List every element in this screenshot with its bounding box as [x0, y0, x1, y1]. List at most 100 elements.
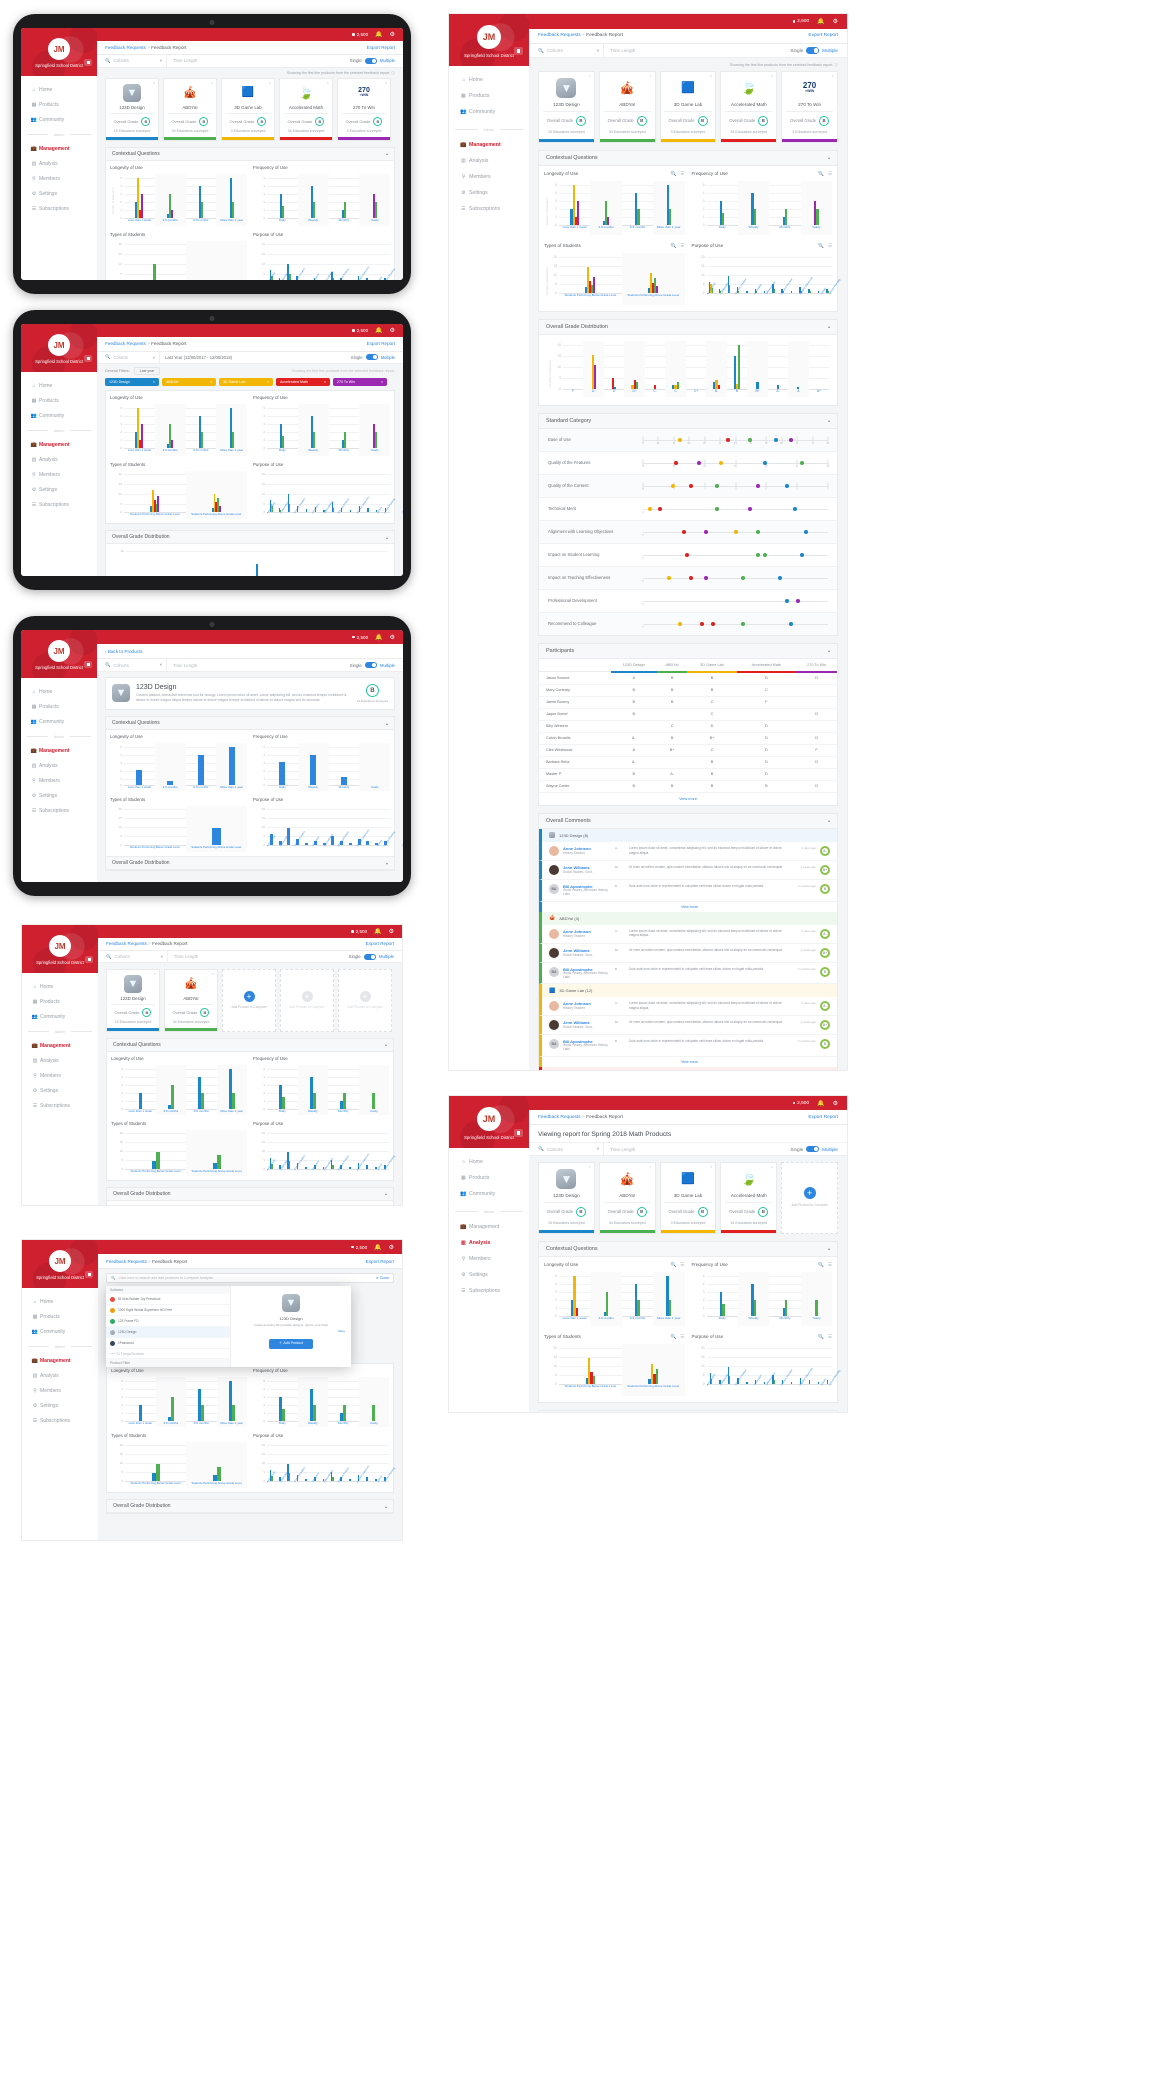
compare-search-bar[interactable]: 🔍 Click here to search and add products … [106, 1273, 394, 1283]
chevron-up-icon[interactable]: ▴ [385, 720, 388, 726]
gear-icon[interactable]: ⚙ [389, 32, 395, 39]
sidebar-item-community[interactable]: 👥 Community [449, 1186, 529, 1202]
sidebar-item-home[interactable]: ⌂ Home [449, 1154, 529, 1170]
table-row[interactable]: Barbara Rella A- B D D [539, 756, 837, 769]
product-card[interactable]: × ▼ 123D Design Overall Grade B 15 Educa… [106, 968, 160, 1032]
chevron-down-icon[interactable]: ▾ [385, 860, 388, 866]
commenter-name[interactable]: Anne Johnson [563, 845, 591, 851]
product-card[interactable]: × 🍃 Accelerated Math Overall Grade B 34 … [720, 70, 778, 143]
sidebar-item-subscriptions[interactable]: ☰ Subscriptions [449, 201, 529, 217]
panel-header[interactable]: Overall Grade Distribution ▴ [107, 1500, 393, 1513]
export-report-button[interactable]: Export Report [808, 1114, 838, 1120]
info-icon[interactable]: ⓘ [391, 70, 395, 75]
sidebar-item-home[interactable]: ⌂ Home [21, 378, 97, 393]
product-card[interactable]: × ▼ 123D Design Overall Grade B 15 Educa… [538, 1161, 595, 1234]
toggle-switch[interactable] [364, 57, 377, 64]
panel-header[interactable]: Contextual Questions ▴ [539, 150, 837, 166]
sidebar-item-analysis[interactable]: ▥ Analysis [21, 452, 97, 467]
chart-tools[interactable]: 🔍 ☰ [818, 1262, 832, 1268]
table-row[interactable]: Billy Western C D D [539, 720, 837, 733]
close-icon[interactable]: × [649, 72, 652, 78]
sidebar-toggle-button[interactable] [84, 59, 92, 66]
close-icon[interactable]: × [710, 1163, 713, 1169]
panel-header[interactable]: Contextual Questions ▴ [107, 1038, 393, 1052]
chevron-up-icon[interactable]: ▴ [385, 534, 388, 540]
chevron-up-icon[interactable]: ▴ [384, 1503, 387, 1509]
sidebar-item-subscriptions[interactable]: ☰ Subscriptions [22, 1098, 98, 1113]
column-header[interactable]: 270 To Win [796, 658, 837, 673]
bell-icon[interactable]: 🔔 [817, 1100, 825, 1107]
detail-more-link[interactable]: More [338, 1328, 345, 1333]
sidebar-item-community[interactable]: 👥 Community [22, 1009, 98, 1024]
plus-icon[interactable]: + [243, 990, 255, 1002]
toggle-switch[interactable] [806, 1145, 820, 1153]
list-icon[interactable]: ☰ [827, 1261, 832, 1267]
sidebar-brand[interactable]: JM Springfield School District [21, 28, 97, 76]
sidebar-item-settings[interactable]: ⚙ Settings [21, 788, 97, 803]
plus-icon[interactable]: + [359, 990, 371, 1002]
gear-icon[interactable]: ⚙ [388, 1244, 394, 1251]
sidebar-brand[interactable]: JM Springfield School District [21, 630, 97, 678]
close-icon[interactable]: × [588, 72, 591, 78]
product-card[interactable]: × 🎪 ABDYa! Overall Grade B 34 Educators … [598, 70, 656, 143]
sidebar-item-management[interactable]: 💼 Management [21, 141, 97, 156]
close-icon[interactable]: × [649, 1163, 652, 1169]
sidebar-item-home[interactable]: ⌂ Home [21, 82, 97, 97]
export-report-button[interactable]: Export Report [365, 941, 394, 947]
sidebar-brand[interactable]: JM Springfield School District [22, 1240, 98, 1288]
bell-icon[interactable]: 🔔 [375, 328, 383, 335]
product-card[interactable]: × 🍃 Accelerated Math Overall Grade B 34 … [720, 1161, 778, 1234]
scroll-area[interactable]: Showing the first five products from the… [97, 68, 403, 280]
sidebar-item-home[interactable]: ⌂ Home [22, 979, 98, 994]
sidebar-toggle-button[interactable] [84, 661, 92, 668]
panel-header[interactable]: Overall Grade Distribution ▴ [539, 319, 837, 335]
list-item[interactable]: 81 Kids Builder Joy Preschool [106, 1294, 230, 1305]
breadcrumb-root[interactable]: Feedback Requests [105, 45, 146, 51]
list-icon[interactable]: ☰ [827, 170, 832, 176]
table-row[interactable]: Jason Bourne A B B D D [539, 671, 837, 685]
sidebar-item-settings[interactable]: ⚙ Settings [21, 482, 97, 497]
sidebar-item-subscriptions[interactable]: ☰ Subscriptions [21, 497, 97, 512]
time-length-filter[interactable]: Time Length [604, 44, 664, 57]
commenter-name[interactable]: Jenn Williams [563, 947, 590, 953]
panel-header[interactable]: Standard Category ▴ [539, 413, 837, 429]
time-period-filter[interactable]: Last Year (12/05/2017 - 12/05/2018) [160, 352, 255, 363]
panel-header[interactable]: Contextual Questions ▴ [539, 1241, 837, 1257]
list-icon[interactable]: ☰ [680, 242, 685, 248]
sidebar-item-members[interactable]: ⚲ Members [449, 1251, 529, 1267]
sidebar-item-products[interactable]: ▦ Products [22, 1309, 98, 1324]
sidebar-brand[interactable]: JM Springfield School District [21, 324, 97, 372]
gear-icon[interactable]: ⚙ [388, 928, 394, 935]
comment-group-header[interactable]: 🎪 ABDYa! (3) [539, 911, 837, 925]
list-icon[interactable]: ☰ [827, 1333, 832, 1339]
chevron-up-icon[interactable]: ▴ [827, 418, 830, 424]
sidebar-item-settings[interactable]: ⚙ Settings [449, 185, 529, 201]
product-card[interactable]: × 🟦 3D Game Lab Overall Grade B 3 Educat… [659, 70, 717, 143]
column-header[interactable]: Accelerated Math [736, 658, 797, 673]
cohorts-filter[interactable]: 🔍 Cohorts ▾ [105, 659, 167, 671]
scroll-area[interactable]: × ▼ 123D Design Overall Grade B 15 Educa… [98, 963, 402, 1205]
sidebar-item-products[interactable]: ▦ Products [21, 393, 97, 408]
product-card[interactable]: × ▼ 123D Design Overall Grade B 15 Educa… [538, 70, 595, 143]
list-item[interactable]: 123 Frame FD [106, 1316, 230, 1327]
close-icon[interactable]: × [266, 380, 269, 384]
close-icon[interactable]: × [323, 380, 326, 384]
sidebar-item-management[interactable]: 💼 Management [21, 437, 97, 452]
panel-header-overall-grade[interactable]: Overall Grade Distribution ▾ [106, 856, 394, 870]
bell-icon[interactable]: 🔔 [374, 928, 382, 935]
single-multiple-toggle[interactable]: Single Multiple [349, 953, 394, 960]
sidebar-item-members[interactable]: ⚲ Members [449, 169, 529, 185]
close-icon[interactable]: × [770, 1163, 774, 1169]
sidebar-item-home[interactable]: ⌂ Home [22, 1294, 98, 1309]
chart-tools[interactable]: 🔍 ☰ [818, 171, 832, 177]
product-tag[interactable]: 123D Design × [105, 378, 159, 386]
close-icon[interactable]: × [268, 79, 271, 85]
add-product-card[interactable]: + Add Product to Compare [781, 1161, 839, 1234]
sidebar-item-settings[interactable]: ⚙ Settings [21, 186, 97, 201]
breadcrumb-root[interactable]: Feedback Requests [538, 33, 581, 39]
sidebar-item-products[interactable]: ▦ Products [21, 699, 97, 714]
chart-tools[interactable]: 🔍 ☰ [818, 1334, 832, 1340]
sidebar-item-products[interactable]: ▦ Products [449, 88, 529, 104]
breadcrumb-root[interactable]: Feedback Requests [106, 1258, 147, 1264]
sidebar-item-home[interactable]: ⌂ Home [449, 72, 529, 88]
